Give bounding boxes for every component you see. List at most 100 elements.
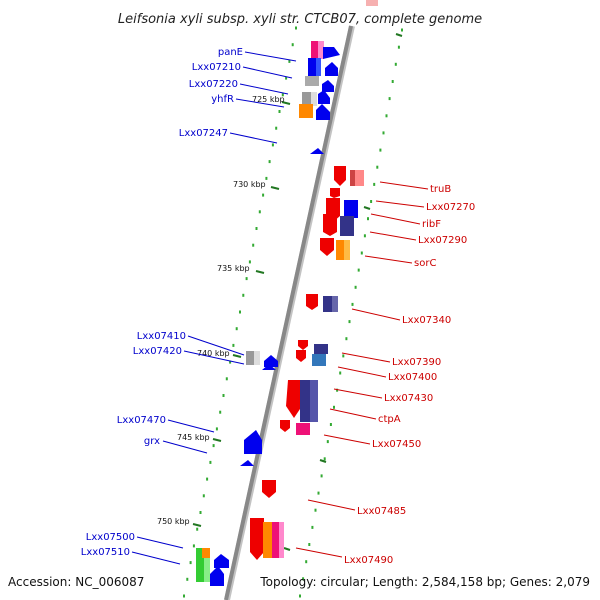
kbp-tick-725 bbox=[281, 101, 291, 105]
label-panE: panE bbox=[218, 47, 243, 58]
kbp-tick-740 bbox=[232, 354, 242, 358]
leader-07420 bbox=[183, 350, 245, 365]
leader-07500 bbox=[136, 536, 184, 549]
label-07247: Lxx07247 bbox=[179, 128, 228, 139]
label-sorC: sorC bbox=[414, 258, 436, 269]
tick-dot bbox=[333, 405, 335, 409]
gene-block-white-07410 bbox=[254, 351, 260, 365]
tick-dot bbox=[342, 354, 345, 358]
tick-dot bbox=[311, 525, 314, 529]
tick-dot bbox=[299, 594, 301, 598]
right-tick-a bbox=[395, 33, 403, 37]
tick-dot bbox=[255, 227, 258, 230]
kbp-tick-745 bbox=[212, 438, 222, 442]
tick-dot bbox=[295, 26, 297, 30]
gene-arrow-07420 bbox=[262, 364, 276, 370]
gene-block-magenta-light bbox=[318, 41, 324, 59]
gene-arrow-07220 bbox=[322, 80, 334, 92]
leader-07490 bbox=[295, 547, 343, 558]
gene-arrow-07485 bbox=[262, 480, 276, 498]
tick-dot bbox=[354, 285, 357, 289]
label-07290: Lxx07290 bbox=[418, 235, 467, 246]
tick-dot bbox=[351, 302, 354, 306]
tick-dot bbox=[401, 28, 403, 32]
gene-arrow-07390 bbox=[298, 340, 308, 350]
tick-dot bbox=[370, 200, 373, 203]
gene-block-lightgreen-07500 bbox=[204, 548, 210, 582]
tick-dot bbox=[265, 176, 268, 180]
label-07500: Lxx07500 bbox=[86, 532, 135, 543]
gene-arrow-07270 bbox=[330, 188, 340, 198]
tick-dot bbox=[320, 474, 323, 478]
tick-dot bbox=[367, 217, 369, 221]
tick-dot bbox=[235, 327, 238, 331]
right-tick-d bbox=[283, 547, 291, 551]
gene-arrow-07450 bbox=[280, 420, 290, 432]
tick-dot bbox=[326, 440, 329, 444]
tick-dot bbox=[219, 410, 222, 414]
tick-dot bbox=[239, 310, 241, 314]
gene-arrow-panE bbox=[323, 47, 340, 59]
left-gene-features bbox=[196, 41, 340, 586]
gene-block-truB-dark bbox=[350, 170, 355, 186]
gene-arrow-yhfR-a bbox=[318, 90, 330, 104]
leader-07410 bbox=[187, 335, 245, 356]
gene-arrow-yhfR-b bbox=[316, 104, 330, 120]
label-07485: Lxx07485 bbox=[357, 506, 406, 517]
leader-07247 bbox=[229, 132, 278, 144]
gene-block-faded-top bbox=[366, 0, 378, 6]
gene-block-ctpA-light bbox=[310, 380, 318, 422]
tick-dot bbox=[357, 268, 360, 272]
genome-stats-text: Topology: circular; Length: 2,584,158 bp… bbox=[259, 575, 590, 589]
tick-dot bbox=[314, 508, 317, 512]
tick-dot bbox=[183, 594, 185, 598]
tick-dot bbox=[385, 114, 388, 118]
gene-block-07340-light bbox=[332, 296, 338, 312]
gene-arrow-sorC bbox=[320, 238, 334, 256]
leader-07400 bbox=[337, 366, 387, 378]
right-tick-dots bbox=[299, 28, 403, 598]
tick-dot bbox=[242, 293, 245, 297]
leader-07470 bbox=[167, 419, 215, 433]
tick-dot bbox=[222, 394, 225, 397]
leader-07485 bbox=[307, 499, 356, 511]
leader-07270 bbox=[375, 200, 425, 208]
map-title: Leifsonia xyli subsp. xyli str. CTCB07, … bbox=[118, 12, 482, 27]
gene-block-07450 bbox=[296, 423, 310, 435]
tick-dot bbox=[388, 97, 391, 101]
gene-arrow-07490 bbox=[250, 518, 264, 560]
leader-07220 bbox=[239, 83, 289, 95]
label-07430: Lxx07430 bbox=[384, 393, 433, 404]
gene-block-orange-07500 bbox=[202, 548, 210, 558]
kbp-tick-735 bbox=[255, 270, 265, 274]
leader-07210 bbox=[242, 66, 293, 79]
gene-arrow-07430 bbox=[286, 380, 302, 418]
gene-arrow-07290 bbox=[323, 214, 337, 236]
leader-sorC bbox=[364, 255, 413, 264]
label-ribF: ribF bbox=[422, 219, 441, 230]
tick-dot bbox=[262, 193, 265, 197]
tick-dot bbox=[248, 260, 251, 264]
kbp-label-750: 750 kbp bbox=[157, 517, 190, 526]
leader-07290 bbox=[369, 231, 417, 241]
tick-dot bbox=[305, 560, 308, 564]
tick-dot bbox=[339, 371, 342, 375]
tick-dot bbox=[291, 43, 294, 47]
tick-dot bbox=[317, 491, 320, 495]
gene-block-07400 bbox=[312, 354, 326, 366]
tick-dot bbox=[199, 511, 202, 514]
tick-dot bbox=[373, 182, 376, 186]
tick-dot bbox=[215, 427, 218, 431]
tick-dot bbox=[275, 126, 278, 130]
tick-dot bbox=[288, 59, 291, 63]
right-tick-c bbox=[319, 459, 327, 463]
tick-dot bbox=[212, 444, 215, 448]
gene-arrow-07390-b bbox=[296, 350, 306, 362]
kbp-label-730: 730 kbp bbox=[233, 180, 266, 189]
leader-yhfR bbox=[235, 98, 285, 108]
tick-dot bbox=[302, 577, 305, 581]
tick-dot bbox=[281, 93, 284, 97]
tick-dot bbox=[391, 80, 394, 83]
tick-dot bbox=[360, 251, 363, 255]
